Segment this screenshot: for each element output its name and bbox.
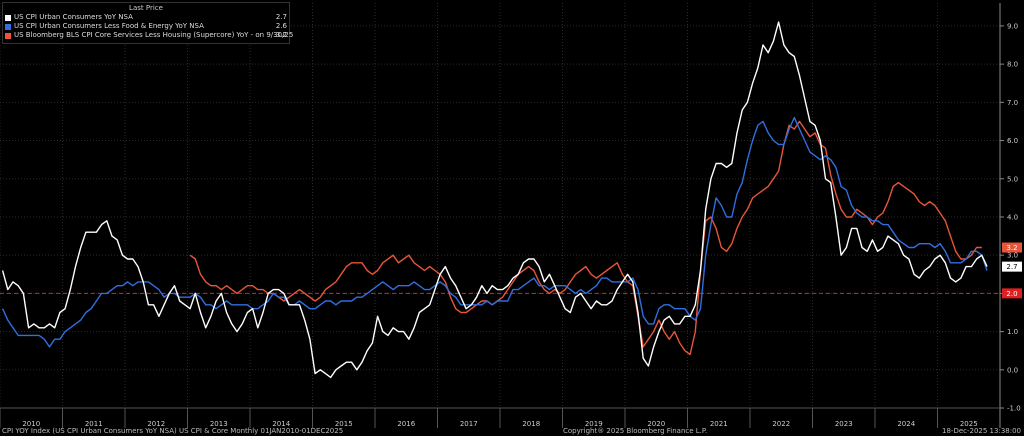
x-tick-label: 2015 <box>335 420 353 428</box>
x-tick-label: 2017 <box>460 420 478 428</box>
x-tick-label: 2023 <box>835 420 853 428</box>
x-tick-label: 2016 <box>397 420 415 428</box>
x-tick-label: 2021 <box>710 420 728 428</box>
last-value-label: 2.7 <box>1006 263 1017 271</box>
legend-value: 2.7 <box>275 13 287 21</box>
y-tick-label: 5.0 <box>1007 175 1018 183</box>
x-tick-label: 2012 <box>147 420 165 428</box>
x-tick-label: 2014 <box>272 420 290 428</box>
x-tick-label: 2013 <box>210 420 228 428</box>
reference-line-tag <box>1002 288 1022 299</box>
footer-timestamp: 18-Dec-2025 13:38:00 <box>942 427 1021 435</box>
last-value-tag <box>1002 261 1022 272</box>
reference-line-label: 2.0 <box>1006 290 1017 298</box>
series-line-2 <box>189 120 982 356</box>
y-axis: -1.0 0.0 1.0 2.0 3.0 4.0 5.0 6.0 7.0 8.0 9.0 <box>1000 22 1021 413</box>
y-tick-label: 4.0 <box>1007 213 1018 221</box>
x-tick-label: 2024 <box>897 420 915 428</box>
x-tick-label: 2011 <box>85 420 103 428</box>
series-group <box>1 21 988 379</box>
footer-ticker-description: CPI YOY Index (US CPI Urban Consumers Yo… <box>2 427 344 435</box>
legend-item-cpi[interactable]: US CPI Urban Consumers YoY NSA 2.7 <box>3 13 289 22</box>
last-value-label: 3.2 <box>1006 244 1017 252</box>
series-line-1 <box>1 116 988 348</box>
x-axis: 2010 2011 2012 2013 2014 2015 2016 2017 2018 2019… <box>0 408 978 428</box>
legend-label: US Bloomberg BLS CPI Core Services Less … <box>14 31 294 39</box>
y-tick-label: 7.0 <box>1007 99 1018 107</box>
legend-swatch <box>5 24 11 30</box>
legend-label: US CPI Urban Consumers YoY NSA <box>14 13 133 21</box>
footer: CPI YOY Index (US CPI Urban Consumers Yo… <box>0 427 1024 436</box>
x-tick-label: 2022 <box>772 420 790 428</box>
legend-header: Last Price <box>129 4 163 12</box>
legend-swatch <box>5 15 11 21</box>
legend: Last Price US CPI Urban Consumers YoY NS… <box>2 2 293 44</box>
grid <box>0 3 1000 409</box>
y-tick-label: 9.0 <box>1007 22 1018 30</box>
y-tick-label: 6.0 <box>1007 137 1018 145</box>
last-value-tag <box>1002 242 1022 253</box>
x-tick-label: 2018 <box>522 420 540 428</box>
legend-swatch <box>5 33 11 39</box>
footer-copyright: Copyright® 2025 Bloomberg Finance L.P. <box>563 427 708 435</box>
series-line-0 <box>1 21 988 379</box>
y-tick-label: -1.0 <box>1007 405 1021 413</box>
y-tick-label: 0.0 <box>1007 366 1018 374</box>
legend-label: US CPI Urban Consumers Less Food & Energ… <box>14 22 204 30</box>
y-tick-label: 3.0 <box>1007 252 1018 260</box>
last-value-tags: 3.2 2.7 <box>1002 242 1022 272</box>
legend-value: 3.2 <box>275 31 287 39</box>
legend-value: 2.6 <box>275 22 287 30</box>
y-tick-label: 1.0 <box>1007 328 1018 336</box>
x-tick-label: 2025 <box>960 420 978 428</box>
reference-line-group: 2.0 <box>0 288 1022 299</box>
x-tick-label: 2010 <box>22 420 40 428</box>
y-tick-label: 8.0 <box>1007 61 1018 69</box>
x-tick-label: 2020 <box>647 420 665 428</box>
x-tick-label: 2019 <box>585 420 603 428</box>
legend-item-core-cpi[interactable]: US CPI Urban Consumers Less Food & Energ… <box>3 22 289 31</box>
legend-item-supercore[interactable]: US Bloomberg BLS CPI Core Services Less … <box>3 31 293 40</box>
